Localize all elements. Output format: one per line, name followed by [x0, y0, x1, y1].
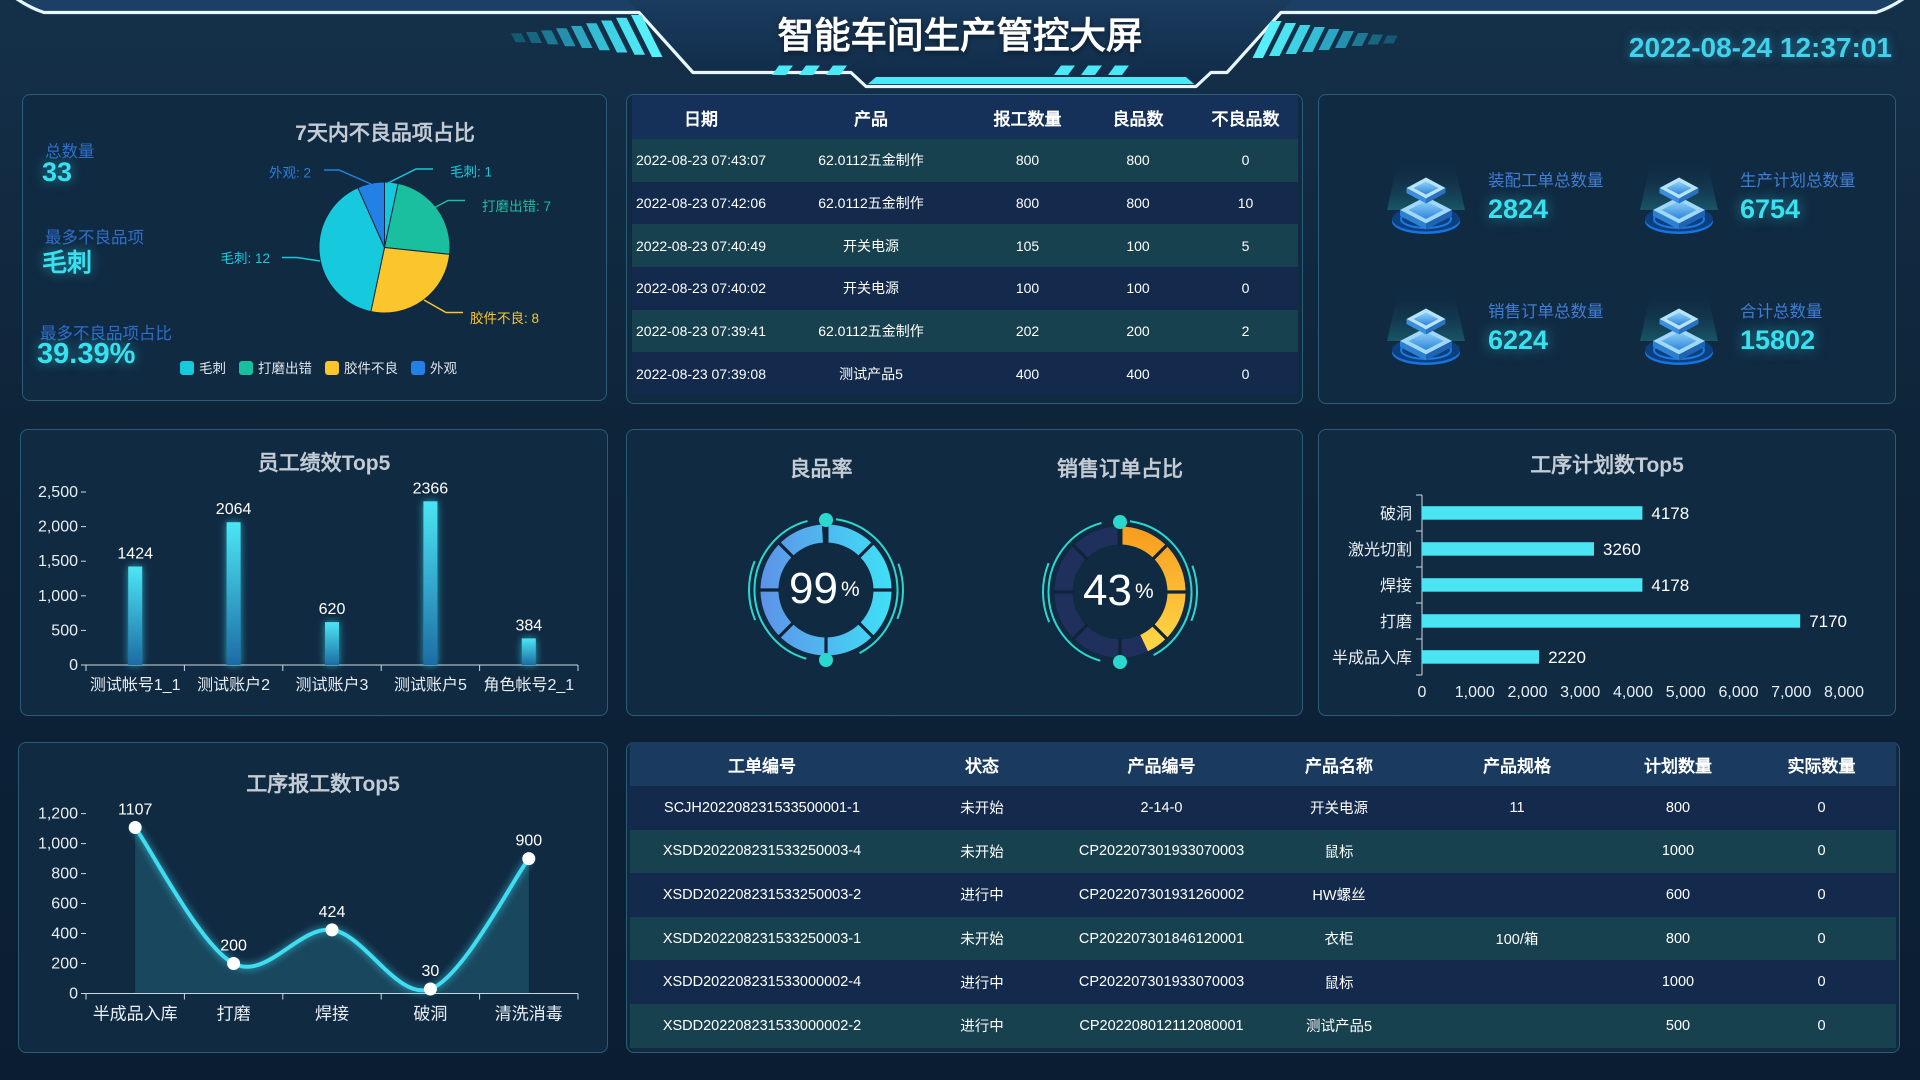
svg-text:3260: 3260 — [1603, 540, 1641, 559]
svg-text:测试账户3: 测试账户3 — [296, 676, 369, 694]
svg-text:半成品入库: 半成品入库 — [93, 1005, 178, 1024]
svg-text:2064: 2064 — [216, 501, 252, 518]
svg-text:毛刺: 毛刺 — [199, 361, 226, 376]
svg-text:%: % — [841, 578, 860, 601]
svg-text:43: 43 — [1083, 566, 1132, 615]
svg-text:外观: 2: 外观: 2 — [269, 166, 311, 181]
svg-text:打磨: 打磨 — [1380, 613, 1412, 631]
svg-text:激光切割: 激光切割 — [1348, 541, 1412, 559]
svg-text:破洞: 破洞 — [413, 1005, 447, 1024]
svg-text:2220: 2220 — [1548, 648, 1586, 667]
svg-text:破洞: 破洞 — [1380, 505, 1412, 523]
svg-text:30: 30 — [422, 963, 440, 980]
svg-text:1,000: 1,000 — [38, 588, 78, 605]
svg-text:2,000: 2,000 — [38, 519, 78, 536]
svg-text:2,500: 2,500 — [38, 484, 78, 501]
svg-text:4178: 4178 — [1651, 504, 1689, 523]
svg-text:4,000: 4,000 — [1613, 684, 1653, 701]
svg-text:1,000: 1,000 — [38, 836, 78, 853]
svg-text:0: 0 — [1418, 684, 1427, 701]
svg-text:424: 424 — [319, 904, 346, 921]
svg-text:%: % — [1135, 580, 1154, 603]
svg-text:8,000: 8,000 — [1824, 684, 1864, 701]
svg-text:4178: 4178 — [1651, 576, 1689, 595]
svg-text:384: 384 — [515, 617, 542, 634]
svg-text:毛刺: 12: 毛刺: 12 — [220, 251, 270, 266]
svg-text:600: 600 — [51, 896, 78, 913]
svg-text:800: 800 — [51, 866, 78, 883]
svg-text:0: 0 — [69, 657, 78, 674]
svg-text:6,000: 6,000 — [1718, 684, 1758, 701]
svg-text:角色帐号2_1: 角色帐号2_1 — [483, 676, 574, 694]
svg-text:7,000: 7,000 — [1771, 684, 1811, 701]
svg-text:1,000: 1,000 — [1455, 684, 1495, 701]
svg-text:0: 0 — [69, 986, 78, 1003]
svg-text:清洗消毒: 清洗消毒 — [495, 1005, 563, 1024]
svg-text:1424: 1424 — [117, 546, 153, 563]
svg-text:1107: 1107 — [118, 802, 153, 819]
svg-text:测试帐号1_1: 测试帐号1_1 — [90, 676, 181, 694]
svg-text:外观: 外观 — [430, 361, 457, 376]
svg-text:200: 200 — [51, 956, 78, 973]
svg-text:焊接: 焊接 — [1380, 577, 1412, 595]
svg-text:胶件不良: 胶件不良 — [344, 360, 398, 376]
svg-text:5,000: 5,000 — [1666, 684, 1706, 701]
svg-text:半成品入库: 半成品入库 — [1332, 649, 1412, 667]
svg-text:测试账户2: 测试账户2 — [197, 676, 270, 694]
svg-text:500: 500 — [51, 622, 78, 639]
svg-text:焊接: 焊接 — [315, 1005, 349, 1024]
svg-text:900: 900 — [515, 833, 542, 850]
svg-text:1,200: 1,200 — [38, 806, 78, 823]
svg-text:打磨出错: 打磨出错 — [258, 360, 312, 376]
svg-text:200: 200 — [220, 938, 247, 955]
svg-text:3,000: 3,000 — [1560, 684, 1600, 701]
svg-text:测试账户5: 测试账户5 — [394, 676, 467, 694]
svg-text:2,000: 2,000 — [1507, 684, 1547, 701]
svg-text:400: 400 — [51, 926, 78, 943]
svg-text:毛刺: 1: 毛刺: 1 — [450, 165, 492, 180]
svg-text:99: 99 — [789, 564, 838, 613]
svg-text:打磨出错: 7: 打磨出错: 7 — [482, 198, 551, 214]
svg-text:胶件不良: 8: 胶件不良: 8 — [470, 310, 539, 326]
svg-text:620: 620 — [319, 601, 346, 618]
svg-text:1,500: 1,500 — [38, 553, 78, 570]
svg-text:7170: 7170 — [1809, 612, 1847, 631]
svg-text:打磨: 打磨 — [217, 1005, 251, 1024]
svg-text:2366: 2366 — [413, 480, 449, 497]
